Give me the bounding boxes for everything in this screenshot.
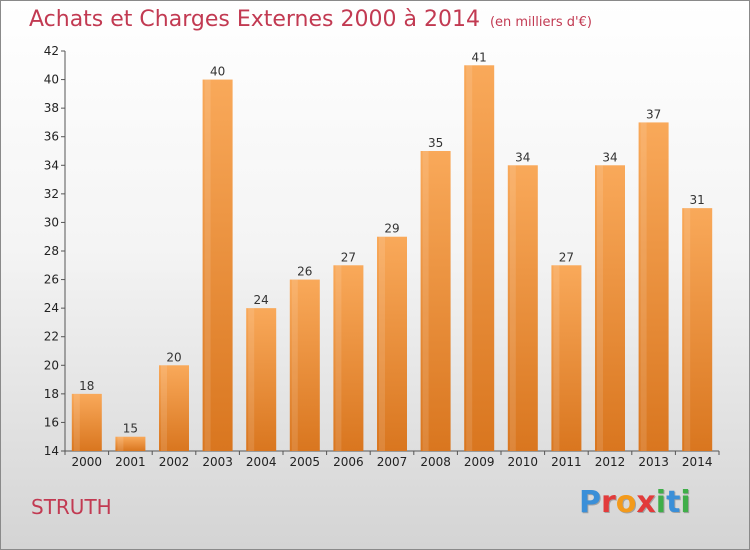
x-tick-label-2004: 2004 (246, 455, 277, 469)
y-tick-label: 16 (44, 415, 59, 429)
logo-letter: x (636, 485, 656, 520)
logo-letter: o (615, 485, 637, 520)
y-tick-label: 36 (44, 130, 59, 144)
x-tick-label-2012: 2012 (595, 455, 626, 469)
bar-2005[interactable] (289, 279, 320, 451)
y-tick-label: 28 (44, 244, 59, 258)
bar-2004[interactable] (246, 308, 277, 451)
x-tick-label-2008: 2008 (420, 455, 451, 469)
logo-letter: i (655, 485, 667, 520)
data-label-2005: 26 (297, 265, 312, 279)
bar-highlight (553, 265, 560, 451)
data-label-2012: 34 (602, 150, 617, 164)
proxiti-logo[interactable]: Proxiti (579, 485, 691, 520)
data-label-2014: 31 (690, 193, 705, 207)
x-tick-label-2003: 2003 (202, 455, 233, 469)
chart-title-block: Achats et Charges Externes 2000 à 2014 (e… (29, 7, 592, 32)
data-label-2003: 40 (210, 65, 225, 79)
data-label-2008: 35 (428, 136, 443, 150)
data-label-2011: 27 (559, 250, 574, 264)
y-tick-label: 38 (44, 101, 59, 115)
bar-2002[interactable] (159, 365, 189, 451)
data-label-2001: 15 (123, 422, 138, 436)
logo-letter: t (666, 485, 681, 520)
bar-2008[interactable] (420, 151, 451, 451)
y-tick-label: 42 (44, 44, 59, 58)
y-tick-label: 22 (44, 330, 59, 344)
data-label-2006: 27 (341, 250, 356, 264)
bar-highlight (684, 208, 691, 451)
data-label-2013: 37 (646, 107, 661, 121)
y-tick-label: 26 (44, 273, 59, 287)
x-tick-label-2000: 2000 (72, 455, 103, 469)
bar-highlight (640, 122, 647, 451)
x-tick-label-2009: 2009 (464, 455, 495, 469)
data-label-2004: 24 (254, 293, 269, 307)
bar-highlight (422, 151, 429, 451)
data-label-2000: 18 (79, 379, 94, 393)
x-tick-label-2006: 2006 (333, 455, 364, 469)
bar-highlight (204, 79, 211, 452)
chart-subtitle: (en milliers d'€) (489, 15, 592, 30)
y-tick-label: 14 (44, 444, 59, 458)
y-tick-label: 40 (44, 73, 59, 87)
y-tick-label: 34 (44, 158, 59, 172)
chart-title: Achats et Charges Externes 2000 à 2014 (29, 7, 480, 32)
bar-2001[interactable] (115, 436, 146, 451)
bar-2012[interactable] (595, 165, 625, 452)
bar-highlight (117, 436, 124, 451)
logo-letter: P (579, 485, 601, 520)
x-tick-label-2007: 2007 (377, 455, 408, 469)
y-tick-label: 32 (44, 187, 59, 201)
bar-2003[interactable] (202, 79, 233, 452)
y-tick-label: 20 (44, 358, 59, 372)
x-tick-label-2013: 2013 (638, 455, 669, 469)
x-tick-label-2002: 2002 (159, 455, 190, 469)
logo-letter: r (601, 485, 616, 520)
x-tick-label-2005: 2005 (290, 455, 321, 469)
bar-highlight (73, 393, 80, 451)
bar-highlight (161, 365, 167, 451)
x-tick-label-2001: 2001 (115, 455, 146, 469)
bar-2013[interactable] (638, 122, 669, 451)
bar-2006[interactable] (333, 265, 364, 451)
data-label-2010: 34 (515, 150, 530, 164)
x-tick-label-2011: 2011 (551, 455, 582, 469)
bar-highlight (466, 65, 473, 452)
bar-2000[interactable] (71, 393, 102, 451)
data-label-2002: 20 (166, 350, 181, 364)
bar-2014[interactable] (682, 208, 713, 451)
y-tick-label: 24 (44, 301, 59, 315)
bar-highlight (335, 265, 342, 451)
bar-2009[interactable] (464, 65, 495, 452)
bar-2011[interactable] (551, 265, 582, 451)
bar-highlight (597, 165, 603, 452)
bar-highlight (248, 308, 255, 451)
bar-2010[interactable] (507, 165, 538, 452)
bar-2007[interactable] (377, 236, 407, 451)
commune-name: STRUTH (31, 495, 112, 519)
y-tick-label: 18 (44, 387, 59, 401)
y-tick-label: 30 (44, 215, 59, 229)
data-label-2007: 29 (384, 222, 399, 236)
logo-letter: i (680, 485, 691, 520)
bar-highlight (509, 165, 516, 452)
x-tick-label-2014: 2014 (682, 455, 713, 469)
data-label-2009: 41 (472, 50, 487, 64)
bar-highlight (291, 279, 298, 451)
bar-highlight (379, 236, 385, 451)
x-tick-label-2010: 2010 (508, 455, 539, 469)
